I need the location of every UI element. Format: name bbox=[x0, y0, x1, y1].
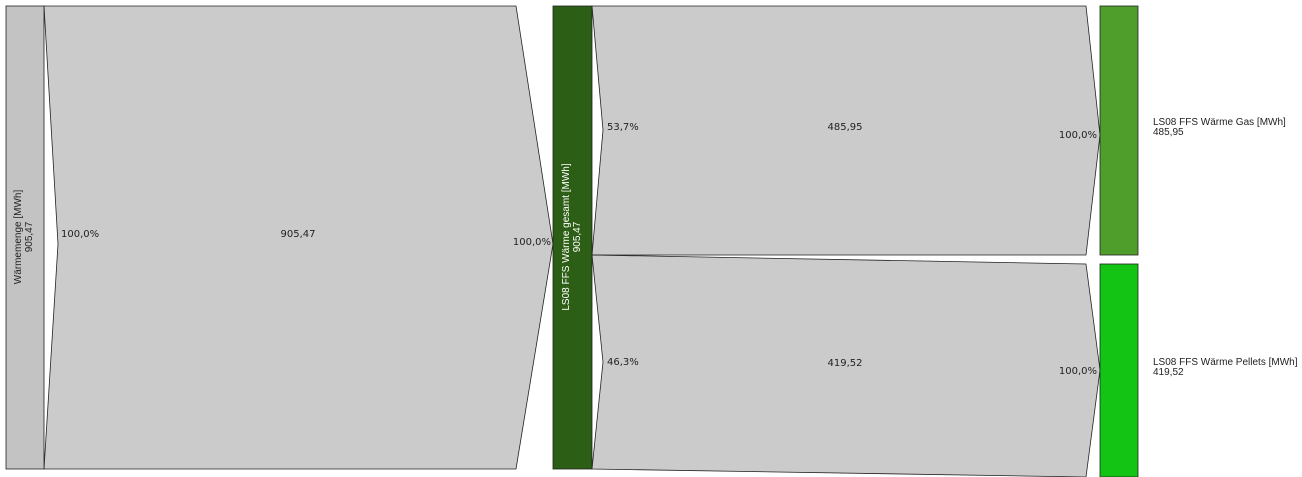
flow-gas-value: 485,95 bbox=[828, 122, 863, 133]
flow-pellets-pct-out: 46,3% bbox=[607, 357, 639, 368]
node-pellets-name: LS08 FFS Wärme Pellets [MWh] bbox=[1153, 357, 1298, 368]
node-source-name: Wärmemenge [MWh] bbox=[13, 190, 24, 285]
flow-gas-pct-out: 53,7% bbox=[607, 122, 639, 133]
node-gas-label: LS08 FFS Wärme Gas [MWh] 485,95 bbox=[1153, 118, 1286, 138]
flow-source-to-total bbox=[43, 5, 554, 470]
flow-total-to-pellets bbox=[591, 254, 1101, 477]
flow-pellets-pct-in: 100,0% bbox=[1059, 366, 1097, 377]
node-total-name: LS08 FFS Wärme gesamt [MWh] bbox=[561, 163, 572, 310]
node-gas-name: LS08 FFS Wärme Gas [MWh] bbox=[1153, 117, 1286, 128]
node-pellets-label: LS08 FFS Wärme Pellets [MWh] 419,52 bbox=[1153, 358, 1297, 378]
flow-source-pct-out: 100,0% bbox=[61, 229, 99, 240]
node-pellets-value: 419,52 bbox=[1153, 367, 1184, 378]
flow-gas-pct-in: 100,0% bbox=[1059, 130, 1097, 141]
node-gas-value: 485,95 bbox=[1153, 127, 1184, 138]
flow-source-pct-in: 100,0% bbox=[513, 237, 551, 248]
node-source bbox=[5, 5, 45, 470]
flow-total-to-gas bbox=[591, 5, 1101, 256]
flow-pellets-value: 419,52 bbox=[828, 358, 863, 369]
node-source-value: 905,47 bbox=[24, 221, 35, 252]
node-gas bbox=[1099, 5, 1139, 256]
node-pellets bbox=[1099, 263, 1139, 477]
node-total-value: 905,47 bbox=[572, 221, 583, 252]
flow-source-value: 905,47 bbox=[281, 229, 316, 240]
node-total bbox=[552, 5, 593, 470]
